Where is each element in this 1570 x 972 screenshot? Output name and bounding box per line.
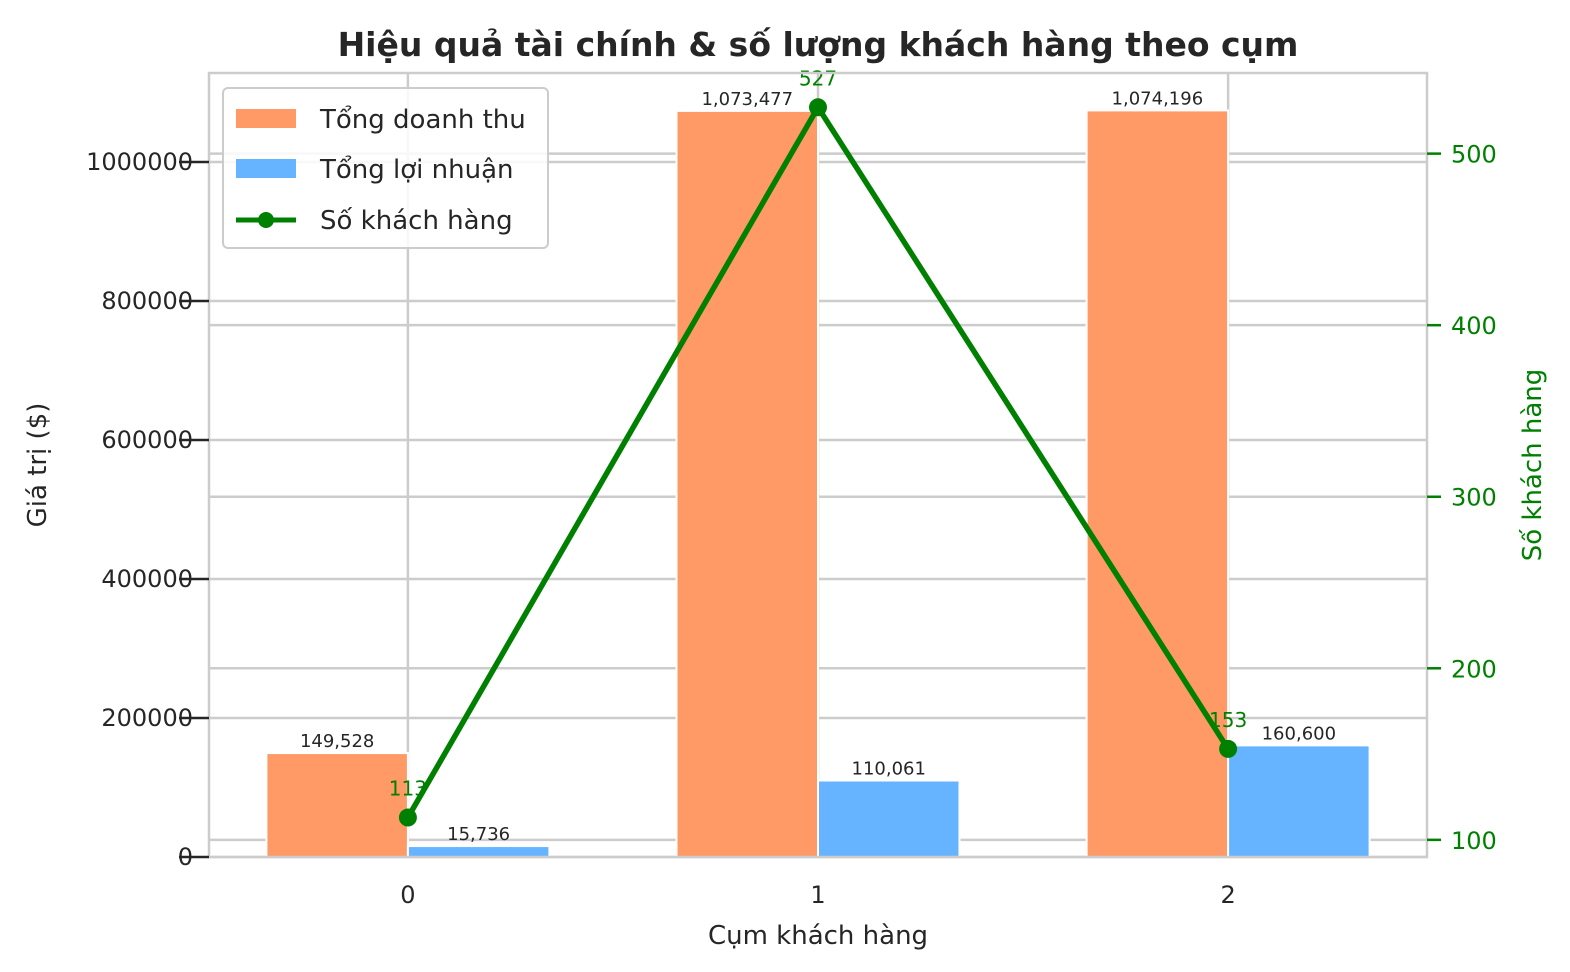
legend-swatch-revenue [236, 109, 296, 128]
y-tick-label-right-0: 100 [1451, 827, 1497, 855]
y-tick-label-left-1: 200000 [101, 704, 193, 732]
bar-series1-cat2 [1227, 744, 1371, 859]
x-tick-label-1: 1 [810, 881, 825, 909]
y2-axis-title: Số khách hàng [1518, 369, 1548, 562]
y-tick-label-right-1: 200 [1451, 655, 1497, 683]
bar-labels: 149,528 1,073,477 1,074,196 15,736 110,061 16… [300, 88, 1336, 845]
bar-series0-cat2 [1085, 109, 1230, 858]
bar-series0-cat0 [265, 752, 409, 859]
bar-value-label-series1-cat1: 110,061 [852, 759, 926, 780]
x-tick-label-2: 2 [1220, 881, 1235, 909]
y-tick-label-right-3: 400 [1451, 312, 1497, 340]
bars [265, 109, 1371, 859]
bar-value-label-series1-cat0: 15,736 [447, 824, 510, 845]
x-axis-title: Cụm khách hàng [708, 921, 928, 951]
line-point-2 [1219, 739, 1238, 758]
bar-value-label-series1-cat2: 160,600 [1262, 723, 1336, 744]
bar-value-label-series0-cat1: 1,073,477 [701, 89, 793, 110]
y-axis-title: Giá trị ($) [23, 403, 53, 528]
y-axis-right: 100 200 300 400 500 [1427, 141, 1497, 855]
legend-marker-customers [258, 212, 274, 228]
legend-swatch-profit [236, 159, 296, 178]
legend-label-profit: Tổng lợi nhuận [319, 154, 514, 185]
bar-series0-cat1 [675, 109, 819, 858]
y-axis-left: 0 200000 400000 600000 800000 1000000 [86, 148, 209, 871]
line-point-1 [809, 98, 827, 117]
y-tick-label-left-3: 600000 [101, 426, 193, 454]
bar-series1-cat0 [406, 845, 551, 859]
line-value-label-2: 153 [1209, 708, 1247, 732]
y-tick-label-left-2: 400000 [101, 565, 193, 593]
line-value-label-0: 113 [389, 777, 427, 801]
bar-series1-cat1 [817, 779, 961, 859]
line-series: 113 527 153 [389, 66, 1247, 827]
y-tick-label-right-4: 500 [1451, 141, 1497, 169]
line-point-0 [398, 808, 417, 827]
bar-value-label-series0-cat0: 149,528 [300, 731, 374, 752]
x-tick-label-0: 0 [400, 881, 415, 909]
line-value-label-1: 527 [799, 66, 837, 90]
y-tick-label-left-5: 1000000 [86, 148, 193, 176]
chart-title: Hiệu quả tài chính & số lượng khách hàng… [338, 25, 1299, 64]
legend: Tổng doanh thu Tổng lợi nhuận Số khách h… [222, 87, 549, 249]
plot-frame [207, 71, 1429, 859]
x-axis: 0 1 2 [400, 881, 1235, 909]
legend-label-customers: Số khách hàng [320, 206, 513, 236]
y-tick-label-right-2: 300 [1451, 484, 1497, 512]
y-tick-label-left-0: 0 [178, 843, 193, 871]
legend-label-revenue: Tổng doanh thu [319, 104, 526, 135]
y-tick-label-left-4: 800000 [101, 287, 193, 315]
legend-box [222, 87, 549, 249]
bar-value-label-series0-cat2: 1,074,196 [1112, 88, 1204, 109]
